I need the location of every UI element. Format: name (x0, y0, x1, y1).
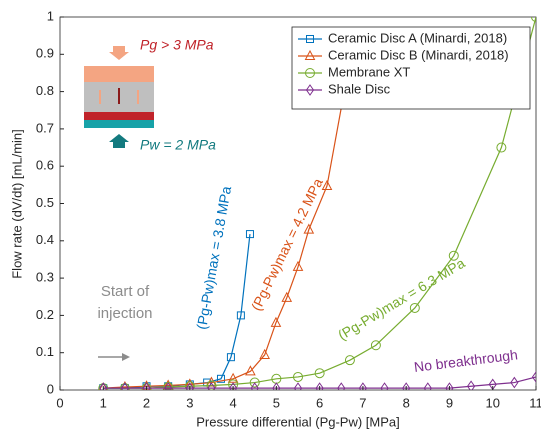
x-tick-label: 9 (446, 395, 453, 410)
marker (184, 381, 195, 390)
x-tick-label: 8 (403, 395, 410, 410)
x-axis-label: Pressure differential (Pg-Pw) [MPa] (196, 414, 400, 429)
y-tick-label: 0.2 (36, 307, 54, 322)
marker (380, 382, 389, 390)
marker (496, 142, 507, 153)
marker (314, 368, 325, 379)
series-line (103, 84, 347, 389)
marker (370, 340, 381, 351)
marker (207, 382, 216, 390)
marker (164, 382, 173, 390)
y-tick-label: 0 (47, 381, 54, 396)
legend-box (291, 26, 531, 110)
y-tick-label: 0.6 (36, 158, 54, 173)
x-tick-label: 7 (359, 395, 366, 410)
marker (99, 382, 108, 390)
y-tick-label: 0.8 (36, 83, 54, 98)
x-tick-label: 0 (56, 395, 63, 410)
x-tick-label: 5 (273, 395, 280, 410)
x-tick-label: 1 (100, 395, 107, 410)
marker (236, 311, 245, 320)
series-line (103, 17, 536, 389)
marker (249, 377, 260, 388)
start-label: Start of (101, 283, 150, 300)
marker (206, 380, 217, 390)
x-tick-label: 3 (186, 395, 193, 410)
marker (466, 380, 476, 390)
inset-diagram (84, 46, 154, 148)
marker (409, 302, 420, 313)
x-tick-label: 2 (143, 395, 150, 410)
marker (250, 382, 259, 390)
marker (99, 382, 108, 390)
start-label: injection (97, 305, 152, 322)
legend-marker (306, 35, 314, 43)
y-tick-label: 0.7 (36, 120, 54, 135)
legend-label: Membrane XT (328, 64, 410, 79)
marker (259, 348, 271, 359)
marker (216, 374, 225, 383)
legend-marker (305, 84, 315, 96)
marker (245, 230, 254, 239)
marker (162, 379, 174, 390)
legend-label: Shale Disc (328, 81, 391, 96)
marker (337, 382, 346, 390)
marker (344, 355, 355, 366)
marker (185, 382, 194, 390)
y-tick-label: 0.3 (36, 270, 54, 285)
marker (321, 179, 333, 190)
marker (293, 371, 303, 382)
marker (226, 353, 235, 362)
x-tick-label: 10 (485, 395, 499, 410)
marker (402, 382, 411, 390)
x-tick-label: 6 (316, 395, 323, 410)
legend-marker (305, 68, 315, 78)
marker (445, 382, 454, 390)
marker (292, 260, 304, 271)
marker (315, 382, 324, 390)
y-tick-label: 0.1 (36, 344, 54, 359)
marker (293, 382, 303, 390)
x-tick-label: 11 (529, 395, 541, 410)
x-tick-label: 4 (229, 395, 236, 410)
marker (270, 316, 282, 327)
marker (423, 382, 432, 390)
pw-label: Pw = 2 MPa (140, 137, 216, 153)
marker (228, 382, 238, 390)
pg-label: Pg > 3 MPa (140, 37, 214, 53)
start-arrow (98, 353, 130, 361)
y-tick-label: 0.5 (36, 195, 54, 210)
marker (272, 382, 281, 390)
legend-label: Ceramic Disc B (Minardi, 2018) (328, 47, 509, 62)
legend-label: Ceramic Disc A (Minardi, 2018) (328, 30, 507, 45)
marker (120, 382, 130, 390)
y-tick-label: 0.9 (36, 46, 54, 61)
y-tick-label: 0.4 (36, 232, 54, 247)
marker (448, 250, 459, 261)
marker (281, 291, 293, 302)
marker (531, 371, 536, 383)
y-tick-label: 1 (47, 8, 54, 23)
legend-marker (304, 49, 316, 60)
marker (142, 382, 151, 390)
y-axis-label: Flow rate (dV/dt) [mL/min] (9, 129, 24, 279)
marker (303, 223, 315, 234)
marker (358, 382, 368, 390)
marker (245, 365, 256, 376)
marker (510, 376, 519, 389)
